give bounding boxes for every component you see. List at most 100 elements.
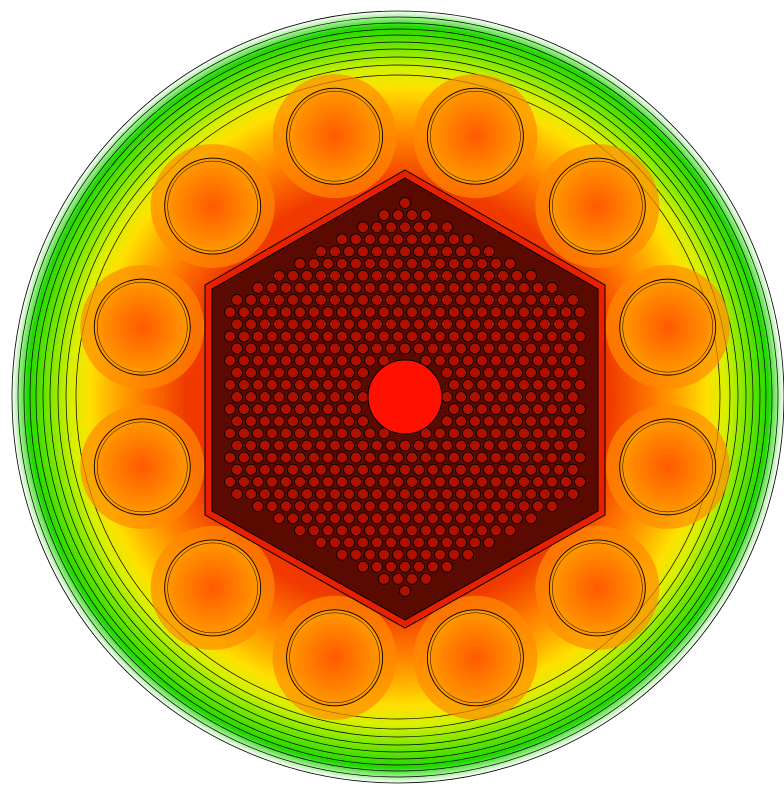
fuel-pin: [413, 463, 425, 476]
fuel-pin: [455, 415, 467, 428]
fuel-pin: [546, 451, 558, 464]
fuel-pin: [511, 463, 523, 476]
fuel-pin: [567, 391, 579, 403]
fuel-pin: [322, 330, 334, 343]
fuel-pin: [462, 524, 474, 537]
fuel-pin: [476, 257, 488, 270]
fuel-pin: [434, 354, 446, 367]
fuel-pin: [539, 439, 551, 452]
fuel-pin: [455, 342, 467, 355]
fuel-pin: [336, 257, 348, 270]
fuel-pin: [574, 354, 586, 367]
fuel-pin: [343, 245, 355, 258]
fuel-pin: [308, 378, 320, 391]
fuel-pin: [287, 439, 299, 452]
fuel-pin: [336, 524, 348, 537]
fuel-pin: [406, 548, 418, 561]
fuel-pin: [462, 257, 474, 270]
fuel-pin: [525, 391, 537, 403]
fuel-pin: [525, 269, 537, 282]
fuel-pin: [252, 306, 264, 319]
fuel-pin: [413, 221, 425, 234]
fuel-pin: [511, 269, 523, 282]
fuel-pin: [427, 342, 439, 355]
fuel-pin: [441, 221, 453, 234]
fuel-pin: [280, 378, 292, 391]
fuel-pin: [532, 306, 544, 319]
fuel-pin: [301, 415, 313, 428]
fuel-pin: [546, 281, 558, 294]
fuel-pin: [252, 281, 264, 294]
fuel-pin: [434, 233, 446, 246]
fuel-pin: [420, 257, 432, 270]
fuel-pin: [455, 536, 467, 549]
fuel-pin: [462, 378, 474, 391]
fuel-pin: [490, 330, 502, 343]
fuel-pin: [483, 366, 495, 379]
fuel-pin: [399, 512, 411, 525]
fuel-pin: [252, 354, 264, 367]
fuel-pin: [238, 330, 250, 343]
fuel-pin: [532, 451, 544, 464]
fuel-pin: [406, 281, 418, 294]
fuel-pin: [483, 318, 495, 331]
fuel-pin: [490, 354, 502, 367]
fuel-pin: [231, 488, 243, 500]
fuel-pin: [462, 500, 474, 513]
fuel-pin: [308, 427, 320, 440]
fuel-pin: [252, 427, 264, 440]
fuel-pin: [252, 451, 264, 464]
fuel-pin: [469, 245, 481, 258]
fuel-pin: [350, 354, 362, 367]
fuel-pin: [350, 233, 362, 246]
fuel-pin: [357, 415, 369, 428]
fuel-pin: [329, 318, 341, 331]
fuel-pin: [546, 500, 558, 513]
fuel-pin: [308, 354, 320, 367]
fuel-pin: [567, 342, 579, 355]
fuel-pin: [294, 500, 306, 513]
fuel-pin: [434, 427, 446, 440]
fuel-pin: [238, 475, 250, 488]
fuel-pin: [273, 342, 285, 355]
fuel-pin: [357, 512, 369, 525]
fuel-pin: [560, 451, 572, 464]
fuel-pin: [287, 269, 299, 282]
fuel-pin: [504, 306, 516, 319]
fuel-pin: [504, 427, 516, 440]
fuel-pin: [504, 475, 516, 488]
fuel-pin: [469, 512, 481, 525]
fuel-pin: [518, 281, 530, 294]
fuel-pin: [532, 330, 544, 343]
fuel-pin: [252, 330, 264, 343]
fuel-pin: [574, 451, 586, 464]
fuel-pin: [427, 294, 439, 306]
fuel-pin: [315, 269, 327, 282]
fuel-pin: [392, 209, 404, 222]
fuel-pin: [224, 403, 236, 416]
fuel-pin: [434, 257, 446, 270]
fuel-pin: [420, 330, 432, 343]
fuel-pin: [329, 269, 341, 282]
fuel-pin: [560, 475, 572, 488]
fuel-pin: [329, 366, 341, 379]
fuel-pin: [560, 330, 572, 343]
fuel-pin: [476, 403, 488, 416]
fuel-pin: [462, 548, 474, 561]
fuel-pin: [322, 524, 334, 537]
fuel-pin: [350, 330, 362, 343]
fuel-pin: [448, 475, 460, 488]
fuel-pin: [441, 269, 453, 282]
fuel-pin: [378, 306, 390, 319]
drum: [619, 278, 717, 376]
fuel-pin: [504, 281, 516, 294]
fuel-pin: [364, 427, 376, 440]
fuel-pin: [497, 318, 509, 331]
fuel-pin: [490, 403, 502, 416]
fuel-pin: [441, 245, 453, 258]
fuel-pin: [280, 330, 292, 343]
fuel-pin: [413, 318, 425, 331]
fuel-pin: [336, 500, 348, 513]
fuel-pin: [273, 463, 285, 476]
fuel-pin: [294, 281, 306, 294]
